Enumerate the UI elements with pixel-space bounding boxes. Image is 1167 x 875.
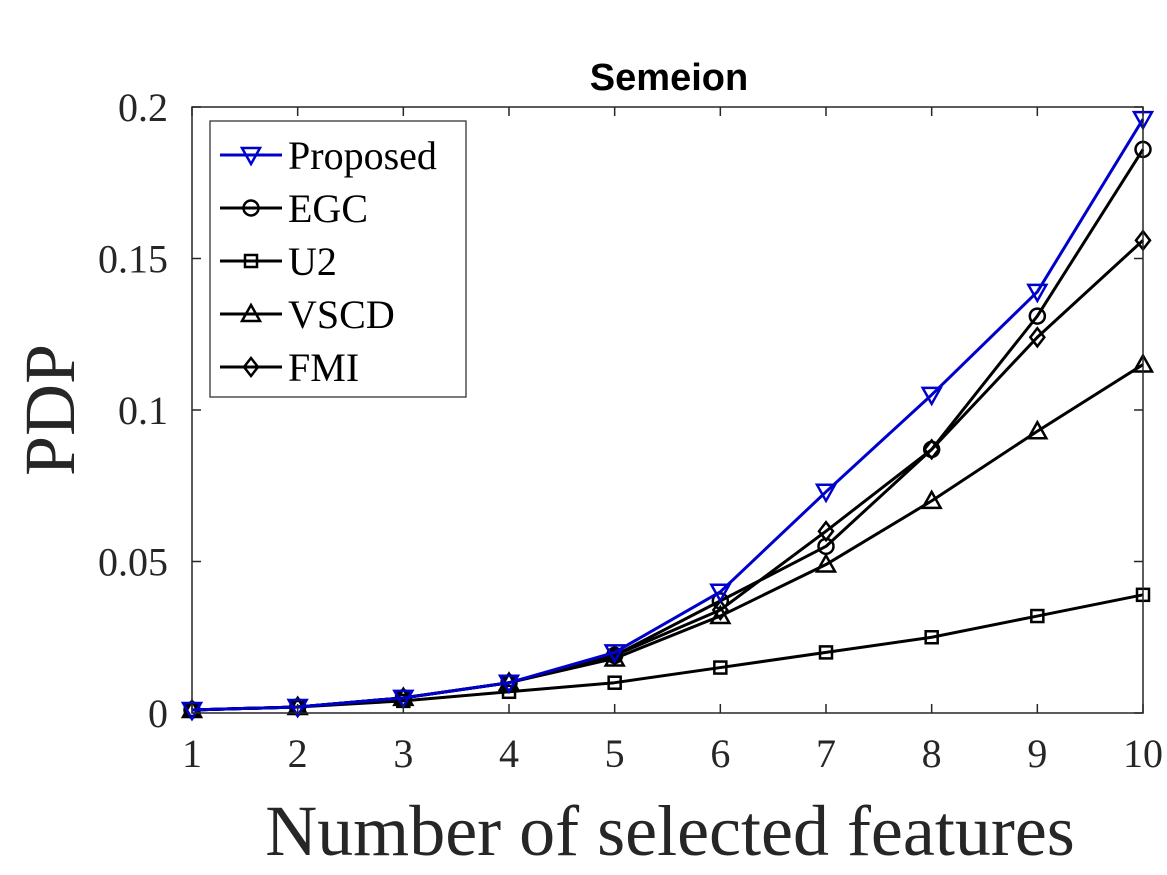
data-point [818,645,834,660]
data-point [501,684,517,700]
data-point [1028,326,1046,349]
series-layer [180,110,1155,722]
legend-item-vscd: VSCD [220,292,395,337]
legend-marker [243,253,259,269]
x-tick-label: 2 [288,731,308,776]
data-point [920,489,943,510]
legend-item-fmi: FMI [220,345,359,390]
legend-item-proposed: Proposed [220,133,437,178]
data-point [603,644,626,664]
data-point [923,438,941,461]
y-axis-label: PDP [10,344,90,476]
data-point [814,483,838,504]
chart-title: Semeion [590,57,748,99]
data-point [709,583,732,604]
x-tick-label: 4 [499,731,519,776]
legend-label: FMI [288,345,359,390]
legend: Proposed EGC U2 VSCD FMI [209,120,467,398]
y-tick-label: 0 [148,691,168,736]
x-tick-label: 6 [710,731,730,776]
legend-label: VSCD [288,292,395,337]
y-tick-label: 0.05 [98,540,168,585]
data-point [1028,307,1047,325]
x-tick-label: 3 [393,731,413,776]
legend-item-u2: U2 [220,239,337,284]
legend-label: Proposed [288,133,437,178]
data-point [392,689,415,710]
y-tick-label: 0.1 [118,388,168,433]
data-point [607,675,622,690]
data-point [814,552,838,573]
data-point [1026,283,1049,304]
legend-marker [239,146,263,167]
data-point [920,386,943,407]
legend-label: U2 [288,239,337,284]
data-point [497,674,521,695]
legend-items: Proposed EGC U2 VSCD FMI [220,133,437,390]
data-point [924,630,939,645]
x-tick-label: 7 [816,731,836,776]
legend-label: EGC [288,186,368,231]
series-line [191,593,1144,712]
ticks: 1 2 3 4 5 6 7 8 9 10 0 0.05 0.1 0.15 0.2 [98,85,1163,776]
y-tick-label: 0.2 [118,85,168,130]
legend-marker [242,355,260,379]
data-point [1026,419,1049,440]
data-point [817,520,835,543]
legend-marker [239,302,263,323]
data-point [286,698,309,719]
y-tick-label: 0.15 [98,237,168,282]
x-tick-label: 8 [922,731,942,776]
x-tick-label: 9 [1027,731,1047,776]
x-tick-label: 5 [605,731,625,776]
legend-marker [242,199,260,217]
series-proposed [180,110,1155,722]
data-point [1030,608,1045,624]
legend-item-egc: EGC [220,186,368,231]
data-point [922,440,941,459]
series-line [191,118,1145,712]
x-tick-label: 10 [1123,731,1163,776]
x-axis-label: Number of selected features [265,791,1075,871]
data-point [817,537,835,556]
x-tick-label: 1 [182,731,202,776]
legend-box [209,120,467,398]
data-point [713,660,728,675]
